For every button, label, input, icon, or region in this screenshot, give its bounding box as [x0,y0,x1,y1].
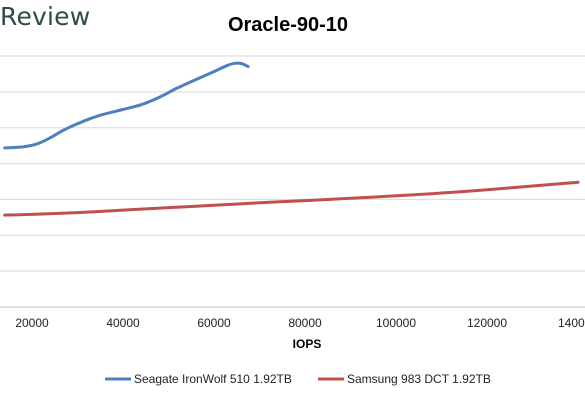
x-tick-label: 100000 [376,316,416,330]
series-line-2 [3,180,580,217]
gridlines [0,55,585,272]
x-tick-label: 20000 [15,316,49,330]
legend-label-1: Seagate IronWolf 510 1.92TB [134,372,292,386]
chart-title: Oracle-90-10 [228,14,348,36]
legend: Seagate IronWolf 510 1.92TB Samsung 983 D… [105,372,491,386]
series-line-1 [3,61,250,150]
x-axis-label: IOPS [293,337,322,351]
x-tick-label: 120000 [467,316,507,330]
legend-label-2: Samsung 983 DCT 1.92TB [347,372,491,386]
x-tick-label: 40000 [106,316,140,330]
x-tick-labels: 20000 40000 60000 80000 100000 120000 140000 [15,316,585,330]
x-tick-label: 60000 [197,316,231,330]
series-layer [3,61,580,217]
x-tick-label: 80000 [288,316,322,330]
x-tick-label: 140000 [558,316,585,330]
brand-logo-text: Review [0,2,91,31]
